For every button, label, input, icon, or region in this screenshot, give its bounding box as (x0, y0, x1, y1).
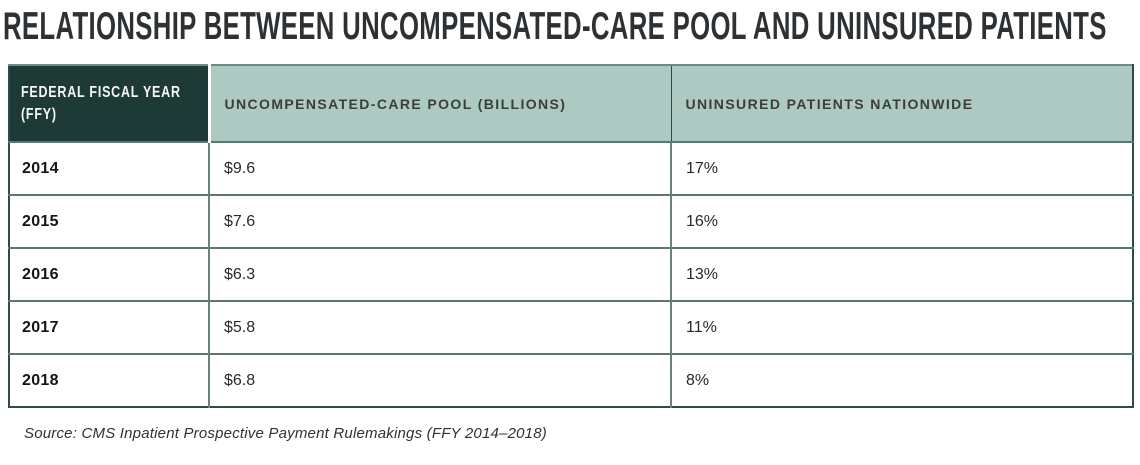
cell-year: 2015 (9, 194, 209, 248)
uncompensated-care-table: FEDERAL FISCAL YEAR (FFY) UNCOMPENSATED-… (8, 64, 1134, 408)
cell-pool: $7.6 (208, 194, 671, 248)
cell-uninsured: 8% (670, 353, 1133, 407)
source-note: Source: CMS Inpatient Prospective Paymen… (24, 425, 547, 442)
table-row: 2016 $6.3 13% (9, 247, 1133, 301)
table-row: 2018 $6.8 8% (9, 353, 1133, 407)
column-header-ffy: FEDERAL FISCAL YEAR (FFY) (9, 65, 211, 143)
cell-year: 2016 (9, 247, 209, 301)
cell-pool: $6.8 (208, 353, 671, 407)
page-title-text: RELATIONSHIP BETWEEN UNCOMPENSATED-CARE … (3, 5, 1107, 48)
figure: RELATIONSHIP BETWEEN UNCOMPENSATED-CARE … (0, 5, 1140, 465)
table-row: 2014 $9.6 17% (9, 141, 1133, 195)
table-row: 2015 $7.6 16% (9, 194, 1133, 248)
cell-uninsured: 11% (670, 300, 1133, 354)
cell-uninsured: 13% (670, 247, 1133, 301)
column-header-ffy-label: FEDERAL FISCAL YEAR (FFY) (21, 84, 181, 123)
column-header-uninsured: UNINSURED PATIENTS NATIONWIDE (670, 65, 1133, 143)
page-title: RELATIONSHIP BETWEEN UNCOMPENSATED-CARE … (3, 5, 1140, 51)
cell-pool: $5.8 (208, 300, 671, 354)
cell-year: 2017 (9, 300, 209, 354)
cell-year: 2014 (9, 141, 209, 195)
table-row: 2017 $5.8 11% (9, 300, 1133, 354)
header-row: FEDERAL FISCAL YEAR (FFY) UNCOMPENSATED-… (9, 65, 1133, 143)
cell-pool: $9.6 (208, 141, 671, 195)
cell-year: 2018 (9, 353, 209, 407)
cell-pool: $6.3 (208, 247, 671, 301)
cell-uninsured: 16% (670, 194, 1133, 248)
cell-uninsured: 17% (670, 141, 1133, 195)
column-header-pool: UNCOMPENSATED-CARE POOL (BILLIONS) (209, 65, 671, 143)
